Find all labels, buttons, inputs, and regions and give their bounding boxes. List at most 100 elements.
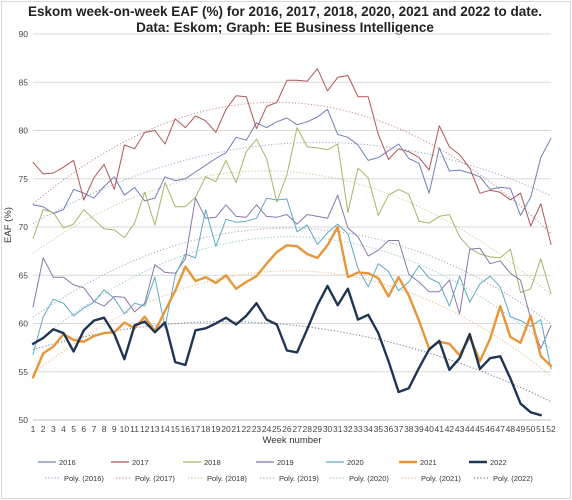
x-tick-label: 26 (282, 424, 292, 434)
x-tick-label: 5 (71, 424, 76, 434)
x-tick-label: 15 (170, 424, 180, 434)
x-tick-label: 4 (61, 424, 66, 434)
x-tick-label: 47 (495, 424, 505, 434)
y-axis-ticks: 50 55 60 65 70 75 80 85 90 (19, 29, 29, 425)
x-tick-label: 48 (506, 424, 516, 434)
legend: 2016 2017 2018 2019 2020 2021 2022 Poly. (2016)… (38, 458, 533, 483)
y-axis-label: EAF (%) (3, 207, 14, 243)
x-axis-ticks: 1 2 3 4 5 6 7 8 9 10 11 12 13 14 15 16 17 18 19 20 21 22 23 24 2… (31, 424, 556, 434)
series-lines (31, 68, 553, 417)
x-tick-label: 36 (384, 424, 394, 434)
legend-item-trend: Poly. (2017) (135, 474, 175, 483)
series-line-2019 (32, 194, 552, 350)
x-tick-label: 32 (343, 424, 353, 434)
y-tick-label: 85 (19, 77, 29, 87)
y-tick-label: 50 (19, 415, 29, 425)
x-tick-label: 52 (546, 424, 556, 434)
x-tick-label: 12 (140, 424, 150, 434)
legend-item-trend: Poly. (2022) (493, 474, 533, 483)
y-tick-label: 90 (19, 29, 29, 39)
x-tick-label: 33 (353, 424, 363, 434)
y-tick-label: 80 (19, 126, 29, 136)
trendline-2022 (32, 321, 552, 403)
legend-item-trend: Poly. (2018) (207, 474, 247, 483)
x-tick-label: 21 (231, 424, 241, 434)
legend-item-trend: Poly. (2021) (421, 474, 461, 483)
trendline-2021 (32, 270, 552, 377)
legend-item-trend: Poly. (2019) (279, 474, 319, 483)
trendline-2020 (32, 236, 552, 350)
x-tick-label: 27 (292, 424, 302, 434)
legend-item-2016: 2016 (59, 458, 76, 467)
x-tick-label: 1 (31, 424, 36, 434)
legend-item-2019: 2019 (277, 458, 294, 467)
trendline-2017 (32, 101, 552, 234)
x-tick-label: 35 (374, 424, 384, 434)
trendline-2016 (32, 141, 552, 225)
y-tick-label: 70 (19, 222, 29, 232)
x-tick-label: 2 (41, 424, 46, 434)
legend-item-2020: 2020 (347, 458, 364, 467)
x-tick-label: 11 (130, 424, 139, 434)
series-line-2021 (31, 225, 553, 379)
x-tick-label: 44 (465, 424, 475, 434)
x-tick-label: 10 (120, 424, 130, 434)
x-tick-label: 49 (516, 424, 526, 434)
x-tick-label: 20 (221, 424, 231, 434)
x-tick-label: 24 (262, 424, 272, 434)
x-tick-label: 14 (160, 424, 170, 434)
legend-item-trend: Poly. (2016) (64, 474, 104, 483)
y-tick-label: 55 (19, 367, 29, 377)
legend-item-2018: 2018 (204, 458, 221, 467)
x-tick-label: 42 (445, 424, 455, 434)
x-tick-label: 29 (313, 424, 323, 434)
x-tick-label: 25 (272, 424, 282, 434)
legend-item-trend: Poly. (2020) (349, 474, 389, 483)
x-tick-label: 50 (526, 424, 536, 434)
legend-item-2022: 2022 (490, 458, 507, 467)
x-tick-label: 31 (333, 424, 343, 434)
x-tick-label: 37 (394, 424, 404, 434)
chart-title: Eskom week-on-week EAF (%) for 2016, 201… (27, 4, 542, 19)
y-tick-label: 60 (19, 319, 29, 329)
x-tick-label: 23 (252, 424, 262, 434)
series-line-2018 (32, 127, 552, 295)
x-tick-label: 7 (92, 424, 97, 434)
x-tick-label: 51 (536, 424, 546, 434)
x-tick-label: 34 (363, 424, 373, 434)
x-tick-label: 45 (475, 424, 485, 434)
x-tick-label: 38 (404, 424, 414, 434)
x-tick-label: 18 (201, 424, 211, 434)
x-axis-label: Week number (263, 435, 322, 446)
x-tick-label: 8 (102, 424, 107, 434)
x-tick-label: 30 (323, 424, 333, 434)
x-tick-label: 22 (242, 424, 252, 434)
x-tick-label: 46 (485, 424, 495, 434)
legend-item-2017: 2017 (132, 458, 149, 467)
x-tick-label: 3 (51, 424, 56, 434)
x-tick-label: 41 (435, 424, 445, 434)
trendline-2018 (32, 170, 552, 296)
chart-subtitle: Data: Eskom; Graph: EE Business Intellig… (136, 20, 434, 35)
series-line-2017 (32, 68, 552, 245)
gridlines (33, 33, 551, 421)
series-line-2020 (32, 197, 552, 370)
x-tick-label: 43 (455, 424, 465, 434)
x-tick-label: 19 (211, 424, 221, 434)
legend-item-2021: 2021 (420, 458, 437, 467)
x-tick-label: 39 (414, 424, 424, 434)
x-tick-label: 28 (303, 424, 313, 434)
trendlines (32, 101, 552, 403)
y-tick-label: 65 (19, 270, 29, 280)
x-tick-label: 6 (81, 424, 86, 434)
trendline-2019 (32, 227, 552, 324)
x-tick-label: 9 (112, 424, 117, 434)
x-tick-label: 17 (191, 424, 201, 434)
x-tick-label: 40 (424, 424, 434, 434)
series-line-2022 (31, 284, 542, 417)
x-tick-label: 16 (181, 424, 191, 434)
x-tick-label: 13 (150, 424, 160, 434)
y-tick-label: 75 (19, 174, 29, 184)
